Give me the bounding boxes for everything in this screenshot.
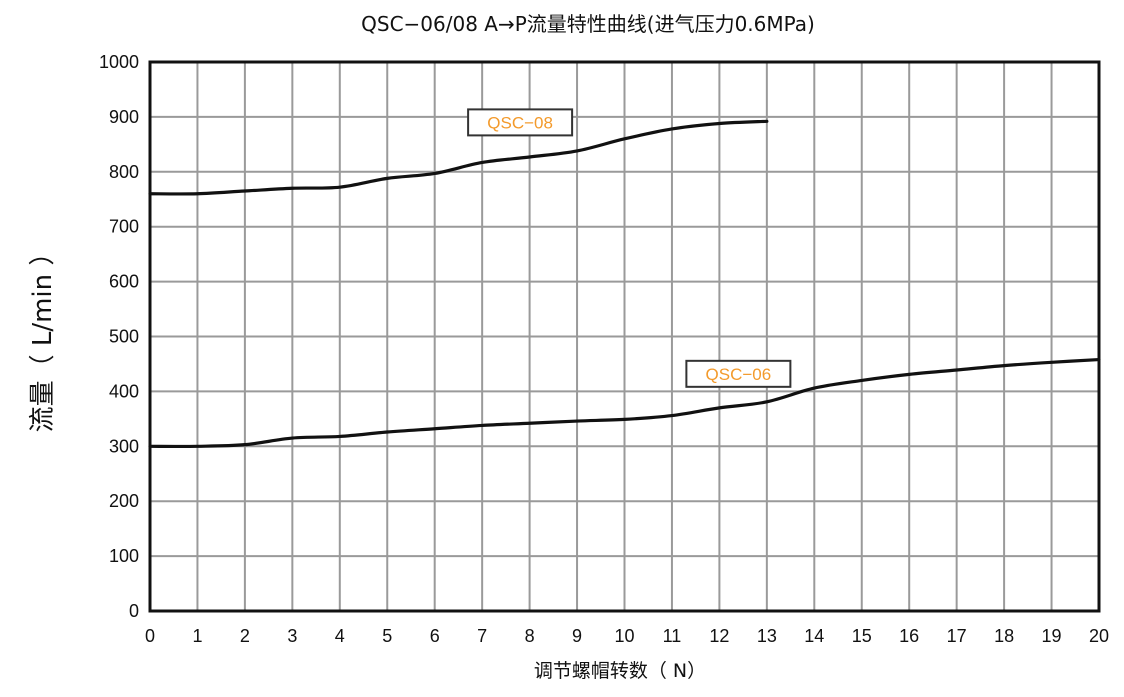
y-tick-label: 800 (109, 162, 139, 182)
y-tick-label: 900 (109, 107, 139, 127)
y-tick-label: 500 (109, 327, 139, 347)
series-line-2 (148, 357, 1101, 449)
y-tick-label: 700 (109, 217, 139, 237)
x-tick-label: 3 (287, 626, 297, 646)
x-tick-label: 11 (663, 626, 682, 646)
x-tick-label: 14 (804, 626, 824, 646)
x-tick-label: 15 (852, 626, 872, 646)
series-label: QSC−06 (706, 365, 772, 384)
y-tick-label: 0 (129, 601, 139, 621)
x-tick-label: 12 (709, 626, 729, 646)
y-tick-label: 200 (109, 491, 139, 511)
x-tick-label: 0 (145, 626, 155, 646)
series-group (148, 119, 1101, 449)
x-tick-label: 1 (192, 626, 202, 646)
y-tick-label: 1000 (99, 52, 139, 72)
series-labels: QSC−08 QSC−06 (467, 108, 792, 388)
x-tick-label: 6 (430, 626, 440, 646)
y-tick-label: 600 (109, 272, 139, 292)
x-axis-label: 调节螺帽转数（ N） (534, 660, 706, 682)
x-tick-label: 2 (240, 626, 250, 646)
x-tick-labels: 0 1 2 3 4 5 6 7 8 9 10 11 12 13 14 15 16 17 18 19 20 (145, 626, 1109, 646)
chart-title: QSC−06/08 A→P流量特性曲线(进气压力0.6MPa) (361, 12, 815, 36)
series-label-box (685, 359, 792, 388)
x-tick-label: 4 (335, 626, 345, 646)
y-tick-label: 300 (109, 436, 139, 456)
grid (149, 61, 1100, 612)
x-tick-label: 16 (899, 626, 919, 646)
y-tick-label: 400 (109, 381, 139, 401)
plot-frame (148, 60, 1101, 613)
x-tick-label: 20 (1089, 626, 1109, 646)
x-tick-label: 19 (1042, 626, 1062, 646)
series-line-1 (148, 119, 769, 196)
x-tick-label: 8 (525, 626, 535, 646)
series-label: QSC−08 (487, 113, 553, 132)
series-label-box (467, 108, 574, 137)
x-tick-label: 7 (477, 626, 487, 646)
x-tick-label: 5 (382, 626, 392, 646)
x-tick-label: 18 (994, 626, 1014, 646)
x-tick-label: 17 (947, 626, 967, 646)
x-tick-label: 13 (757, 626, 777, 646)
y-axis-label: 流量（ L/min ） (28, 240, 58, 433)
x-tick-label: 10 (614, 626, 634, 646)
x-tick-label: 9 (572, 626, 582, 646)
y-tick-label: 100 (109, 546, 139, 566)
y-tick-labels: 0 100 200 300 400 500 600 700 800 900 1000 (99, 52, 139, 621)
